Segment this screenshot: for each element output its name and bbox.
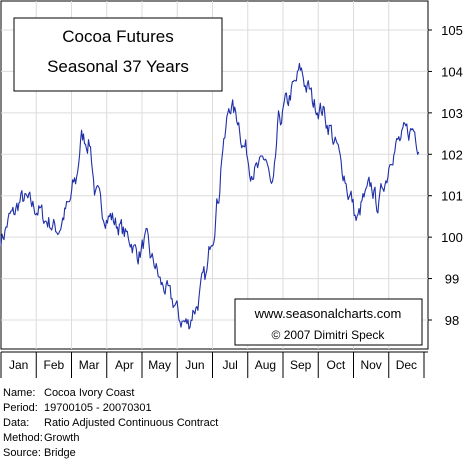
month-label: Feb <box>44 358 65 372</box>
ytick-label: 98 <box>445 313 459 328</box>
info-period-label: Period: <box>3 402 38 414</box>
chart-title: Cocoa Futures <box>62 27 174 46</box>
info-method-label: Method: <box>3 432 43 444</box>
title-box <box>13 17 223 92</box>
month-label: Jun <box>185 358 204 372</box>
month-label: Mar <box>79 358 100 372</box>
chart-subtitle: Seasonal 37 Years <box>47 57 189 76</box>
info-name-value: Cocoa Ivory Coast <box>44 387 135 399</box>
info-period-value: 19700105 - 20070301 <box>44 402 152 414</box>
info-data-value: Ratio Adjusted Continuous Contract <box>44 417 219 429</box>
ytick-label: 104 <box>441 64 463 79</box>
info-source-row: Source: Bridge <box>3 446 76 461</box>
chart-svg: 98 99 100 101 102 103 104 105 Jan Feb Mar Apr May Ju… <box>0 0 463 378</box>
watermark-site: www.seasonalcharts.com <box>254 306 402 321</box>
month-label: Sep <box>290 358 312 372</box>
watermark-box <box>234 298 423 346</box>
info-data-row: Data: Ratio Adjusted Continuous Contract <box>3 416 218 431</box>
info-method-value: Growth <box>44 432 80 444</box>
month-label: Oct <box>327 358 346 372</box>
y-axis: 98 99 100 101 102 103 104 105 <box>428 23 463 328</box>
watermark-copyright: © 2007 Dimitri Speck <box>272 328 386 342</box>
month-label: Jul <box>222 358 237 372</box>
ytick-label: 100 <box>441 230 463 245</box>
ytick-label: 99 <box>445 272 459 287</box>
month-label: May <box>148 358 171 372</box>
seasonal-line <box>0 62 420 330</box>
info-name-label: Name: <box>3 387 36 399</box>
month-label: Nov <box>360 358 381 372</box>
ytick-label: 101 <box>441 189 463 204</box>
month-label: Apr <box>115 358 134 372</box>
line-layer <box>0 62 420 330</box>
info-method-row: Method:Growth <box>3 431 79 446</box>
month-label: Aug <box>255 358 276 372</box>
info-data-label: Data: <box>3 417 30 429</box>
ytick-label: 103 <box>441 106 463 121</box>
ytick-label: 102 <box>441 147 463 162</box>
info-source-value: Bridge <box>44 447 76 459</box>
x-axis: Jan Feb Mar Apr May Jun Jul Aug Sep Oct Nov Dec <box>0 351 428 378</box>
month-label: Dec <box>396 358 417 372</box>
info-source-label: Source: <box>3 447 41 459</box>
ytick-label: 105 <box>441 23 463 38</box>
info-name-row: Name: Cocoa Ivory Coast <box>3 386 134 401</box>
info-period-row: Period: 19700105 - 20070301 <box>3 401 152 416</box>
month-label: Jan <box>9 358 28 372</box>
